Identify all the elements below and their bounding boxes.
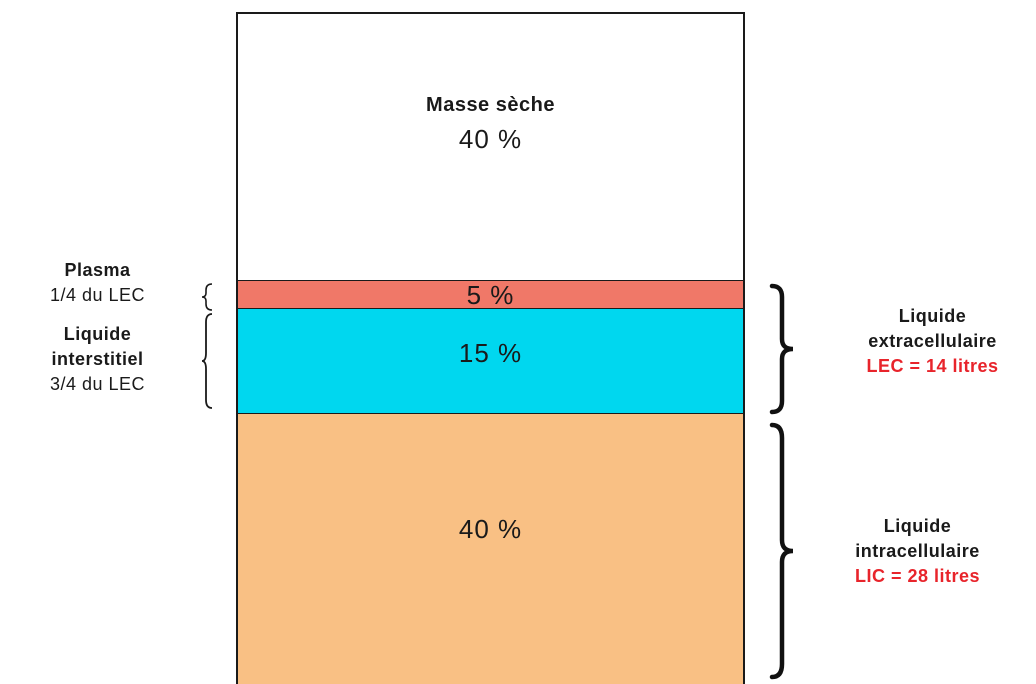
intracellular-label-line2: intracellulaire — [855, 541, 980, 561]
plasma-segment: 5 % — [236, 280, 745, 310]
interstitial-brace-icon — [201, 313, 213, 409]
extracellular-label-line2: extracellulaire — [868, 331, 997, 351]
intracellular-label-line1: Liquide — [883, 516, 952, 536]
extracellular-label: Liquide extracellulaire LEC = 14 litres — [835, 304, 1030, 379]
plasma-label-title: Plasma — [64, 260, 131, 280]
plasma-label-fraction: 1/4 du LEC — [49, 285, 146, 305]
plasma-brace-icon — [201, 283, 213, 311]
plasma-percent: 5 % — [466, 280, 515, 310]
interstitial-label: Liquide interstitiel 3/4 du LEC — [10, 322, 185, 397]
extracellular-brace-icon — [769, 283, 794, 415]
interstitial-segment: 15 % — [236, 309, 745, 415]
intracellular-label: Liquide intracellulaire LIC = 28 litres — [820, 514, 1015, 589]
dry-mass-segment: Masse sèche 40 % — [236, 12, 745, 282]
intracellular-percent: 40 % — [458, 514, 523, 544]
dry-mass-percent: 40 % — [458, 124, 523, 154]
extracellular-volume: LEC = 14 litres — [866, 356, 999, 376]
extracellular-label-line1: Liquide — [898, 306, 967, 326]
intracellular-segment: 40 % — [236, 414, 745, 684]
dry-mass-title: Masse sèche — [426, 94, 555, 116]
interstitial-label-fraction: 3/4 du LEC — [49, 374, 146, 394]
interstitial-label-line1: Liquide — [63, 324, 132, 344]
intracellular-brace-icon — [769, 422, 794, 680]
plasma-label: Plasma 1/4 du LEC — [10, 258, 185, 308]
interstitial-percent: 15 % — [458, 338, 523, 368]
intracellular-volume: LIC = 28 litres — [854, 566, 981, 586]
interstitial-label-line2: interstitiel — [51, 349, 144, 369]
